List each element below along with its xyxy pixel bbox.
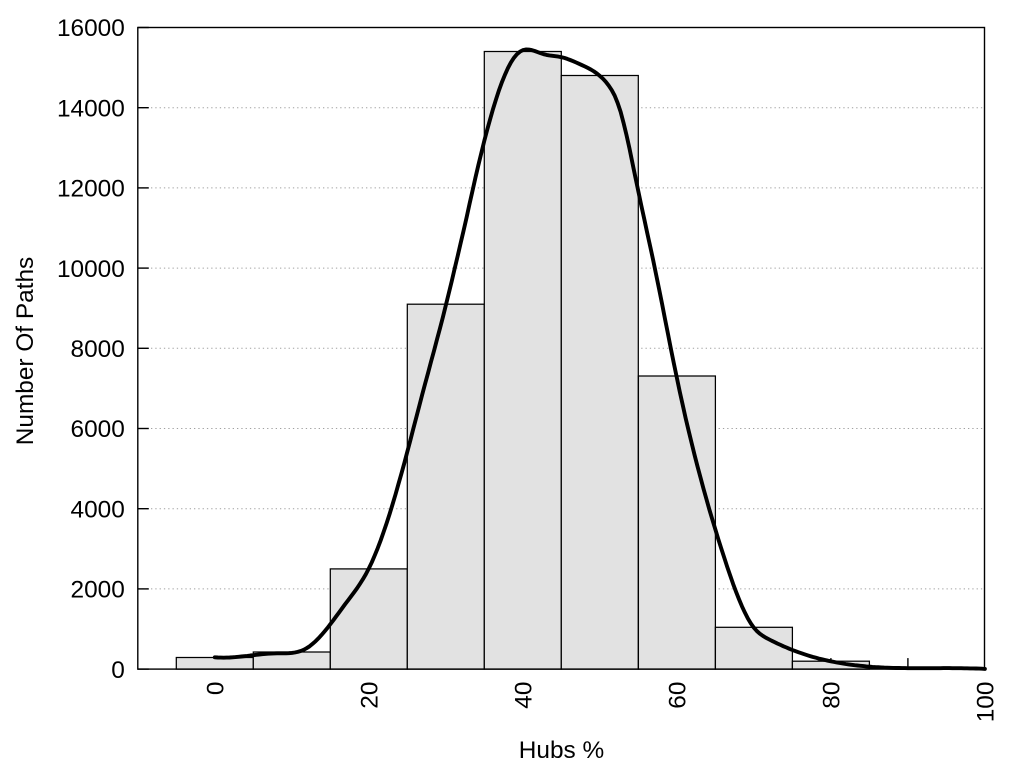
- svg-text:8000: 8000: [71, 336, 125, 363]
- svg-text:14000: 14000: [57, 96, 125, 123]
- svg-text:12000: 12000: [57, 176, 125, 203]
- svg-text:4000: 4000: [71, 497, 125, 524]
- svg-text:10000: 10000: [57, 256, 125, 283]
- svg-text:2000: 2000: [71, 577, 125, 604]
- svg-text:0: 0: [111, 657, 125, 684]
- svg-text:60: 60: [665, 682, 692, 709]
- svg-text:Hubs %: Hubs %: [519, 737, 604, 764]
- svg-text:20: 20: [357, 682, 384, 709]
- svg-text:6000: 6000: [71, 416, 125, 443]
- svg-text:80: 80: [819, 682, 846, 709]
- svg-text:0: 0: [203, 682, 230, 696]
- svg-text:16000: 16000: [57, 15, 125, 42]
- svg-text:40: 40: [511, 682, 538, 709]
- svg-text:Number Of Paths: Number Of Paths: [12, 257, 39, 445]
- svg-text:100: 100: [973, 682, 1000, 723]
